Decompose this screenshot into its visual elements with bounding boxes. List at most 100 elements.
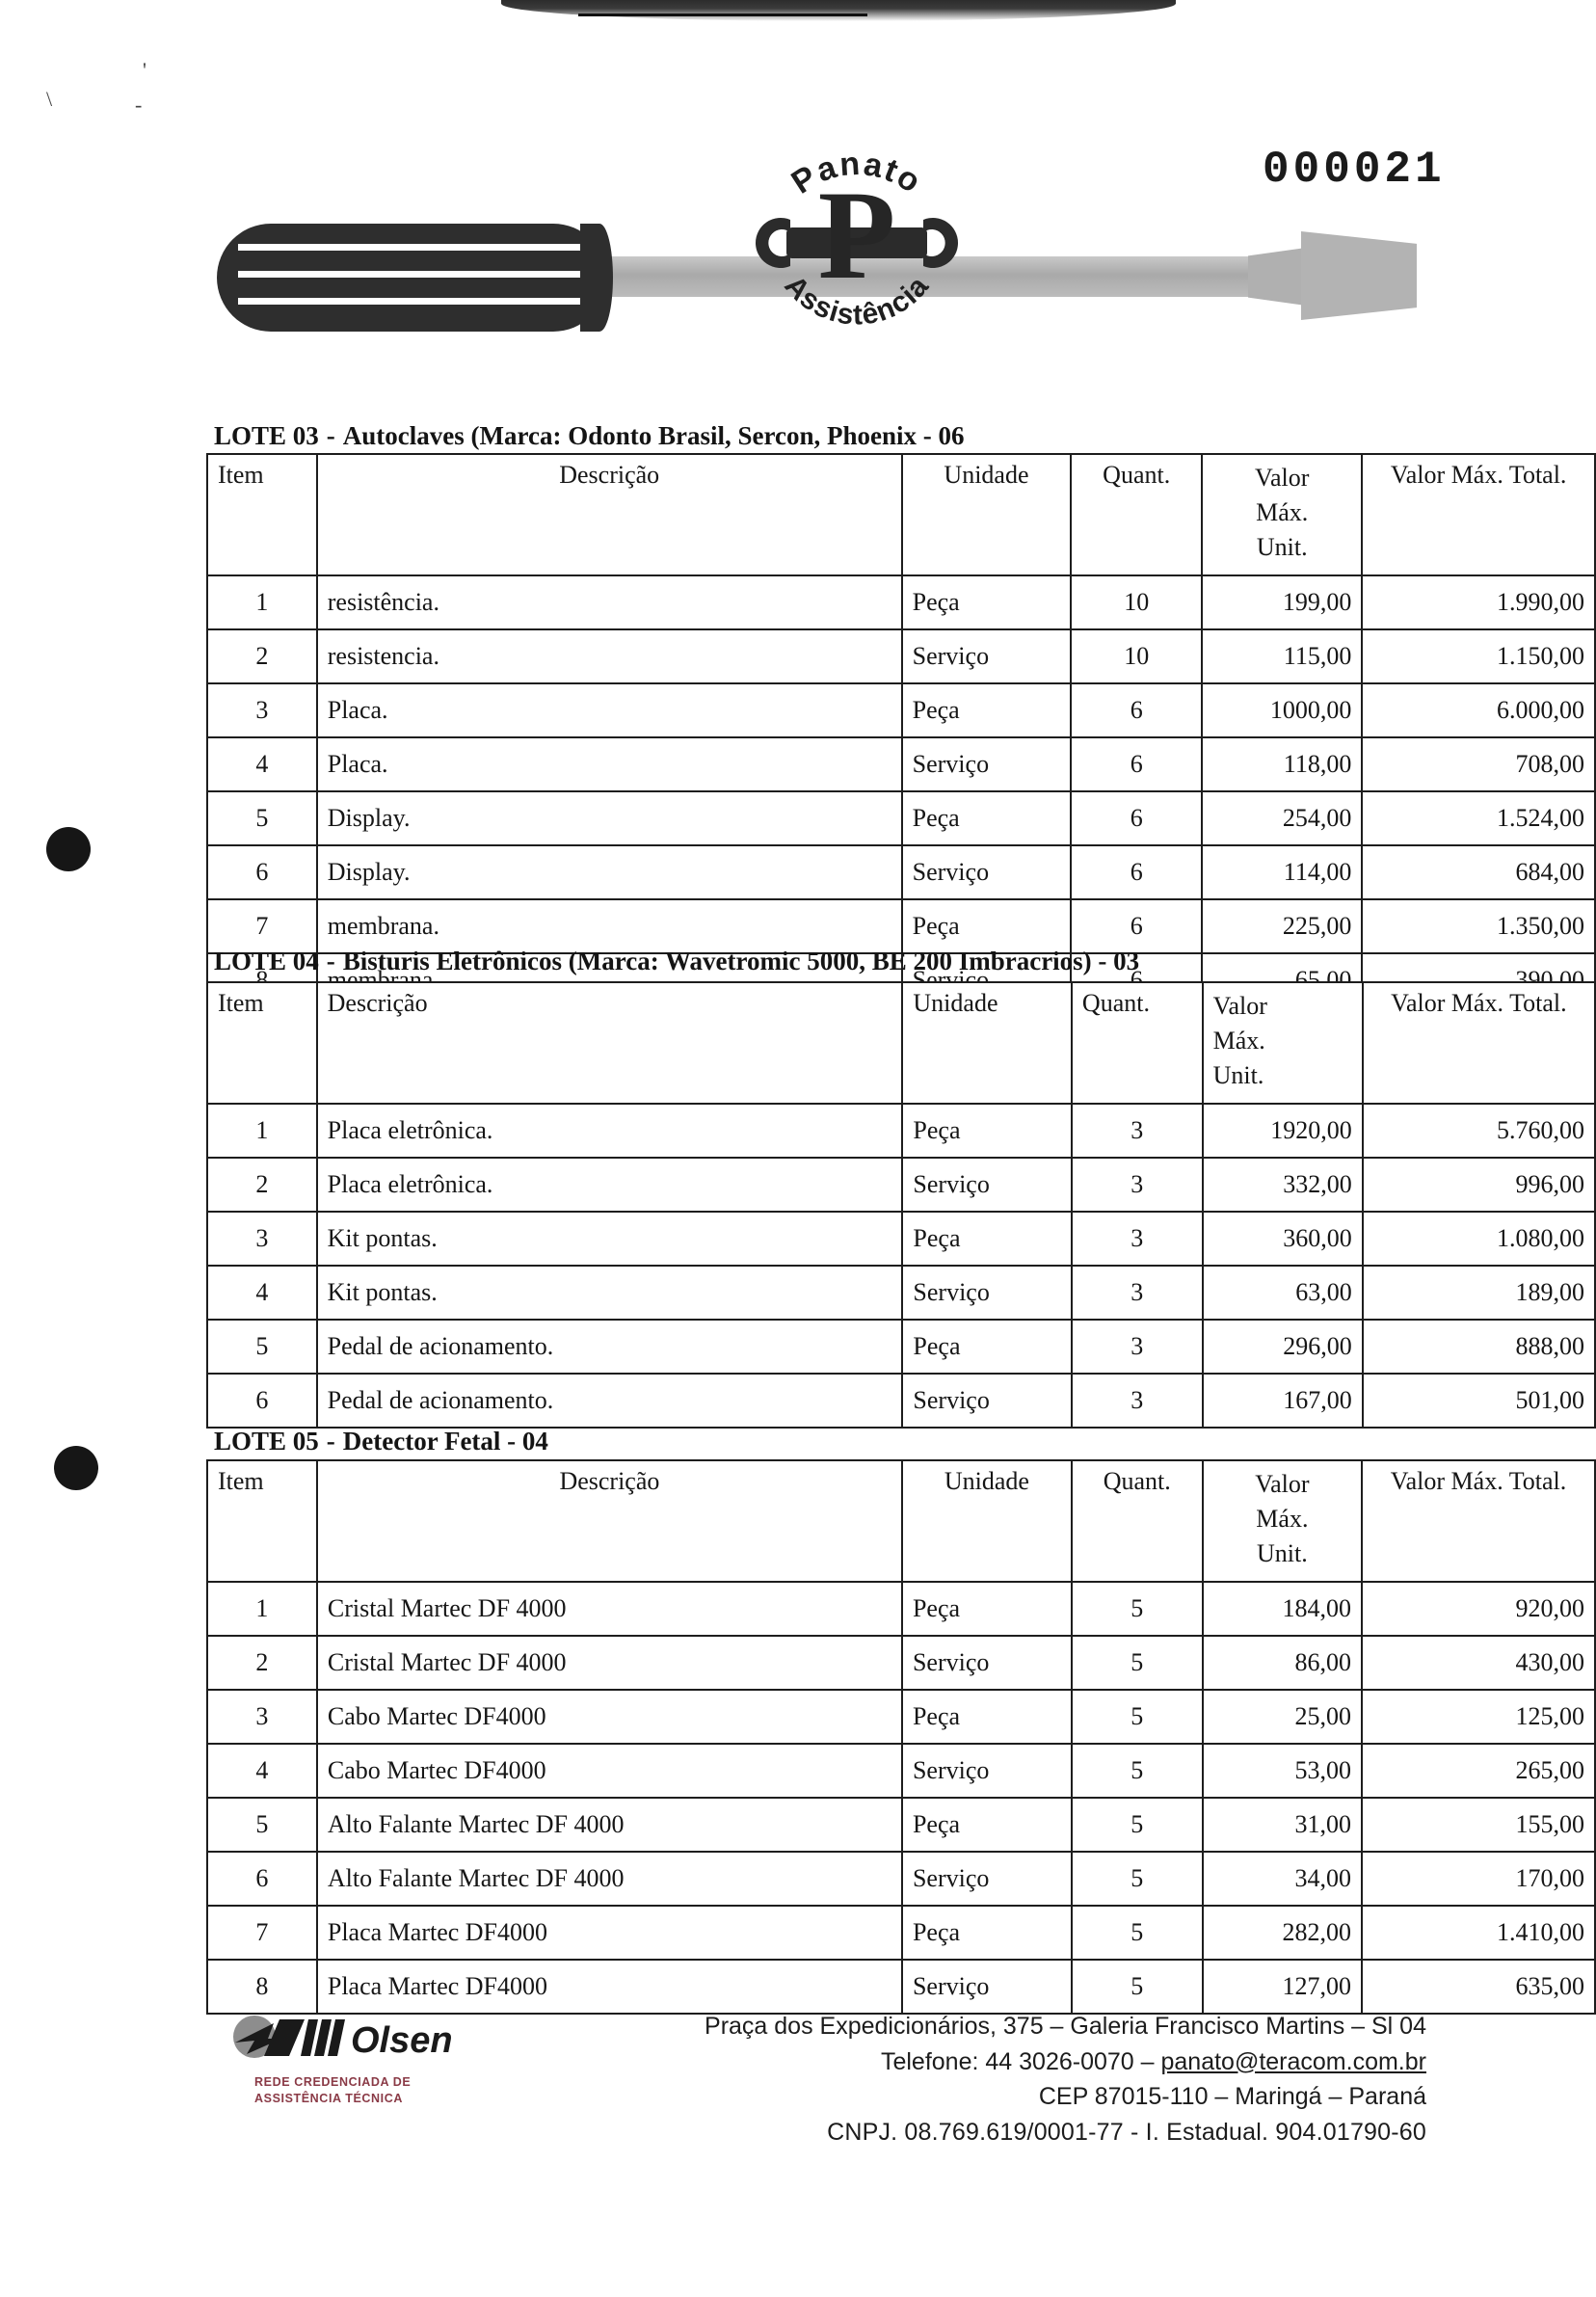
table-header: Item Descrição Unidade Quant. Valor Máx.…	[206, 453, 1596, 576]
cell-quant: 5	[1070, 1959, 1204, 2015]
cell-unidade: Serviço	[901, 1157, 1073, 1213]
table-row: 6 Display. Serviço 6 114,00 684,00	[206, 844, 1596, 900]
cell-valor-max-total: 1.350,00	[1361, 898, 1596, 954]
cell-valor-max-unit: 118,00	[1201, 736, 1364, 792]
cell-descricao: Cabo Martec DF4000	[315, 1689, 903, 1745]
col-header-item: Item	[206, 453, 318, 576]
cell-valor-max-unit: 332,00	[1201, 1157, 1364, 1213]
cell-item: 6	[206, 844, 318, 900]
pen-mark: -	[135, 93, 143, 117]
cell-valor-max-unit: 127,00	[1201, 1959, 1364, 2015]
max-line: Máx.	[1256, 497, 1309, 526]
cell-valor-max-total: 920,00	[1361, 1581, 1596, 1637]
cell-unidade: Serviço	[900, 628, 1073, 684]
col-header-unidade: Unidade	[900, 453, 1073, 576]
col-header-quant: Quant.	[1070, 453, 1204, 576]
cell-quant: 5	[1070, 1743, 1204, 1799]
cell-quant: 3	[1070, 1103, 1204, 1159]
cell-quant: 5	[1070, 1581, 1204, 1637]
cell-quant: 10	[1070, 628, 1204, 684]
phone-text: Telefone: 44 3026-0070 –	[880, 2047, 1161, 2075]
cell-valor-max-total: 888,00	[1361, 1319, 1596, 1375]
header-row: Item Descrição Unidade Quant. Valor Máx.…	[206, 453, 1596, 576]
cell-descricao: Placa.	[315, 682, 903, 738]
unit-line: Unit.	[1256, 532, 1308, 561]
cell-item: 4	[206, 1743, 318, 1799]
cell-descricao: Display.	[315, 844, 903, 900]
cell-valor-max-total: 430,00	[1361, 1635, 1596, 1691]
cell-descricao: Alto Falante Martec DF 4000	[315, 1851, 903, 1907]
cell-valor-max-total: 6.000,00	[1361, 682, 1596, 738]
table-row: 8 Placa Martec DF4000 Serviço 5 127,00 635,00	[206, 1959, 1596, 2015]
cell-valor-max-unit: 1000,00	[1201, 682, 1364, 738]
col-header-unidade: Unidade	[900, 1459, 1073, 1583]
cell-valor-max-total: 635,00	[1361, 1959, 1596, 2015]
screwdriver-neck	[1248, 248, 1306, 306]
cell-unidade: Serviço	[900, 1635, 1073, 1691]
cell-descricao: Kit pontas.	[315, 1211, 904, 1267]
cell-quant: 3	[1070, 1211, 1204, 1267]
max-line: Máx.	[1256, 1504, 1309, 1533]
cell-quant: 6	[1070, 898, 1204, 954]
col-header-valor-max-unit: Valor Máx. Unit.	[1201, 981, 1364, 1105]
address-street: Praça dos Expedicionários, 375 – Galeria…	[705, 2013, 1426, 2040]
cell-quant: 5	[1070, 1797, 1204, 1853]
cell-descricao: Placa.	[315, 736, 903, 792]
cell-item: 5	[206, 790, 318, 846]
cell-unidade: Peça	[900, 1689, 1073, 1745]
cell-valor-max-unit: 296,00	[1201, 1319, 1364, 1375]
footer-address-block: Praça dos Expedicionários, 375 – Galeria…	[665, 2009, 1426, 2150]
cell-valor-max-total: 1.410,00	[1361, 1905, 1596, 1961]
punch-hole-mark	[46, 827, 91, 871]
screwdriver-graphic	[217, 214, 1417, 339]
cell-valor-max-total: 155,00	[1361, 1797, 1596, 1853]
table-row: 3 Kit pontas. Peça 3 360,00 1.080,00	[206, 1211, 1596, 1267]
cell-unidade: Serviço	[901, 1265, 1073, 1321]
table-row: 1 resistência. Peça 10 199,00 1.990,00	[206, 574, 1596, 630]
col-header-valor-max-unit: Valor Máx. Unit.	[1201, 1459, 1364, 1583]
table-row: 5 Alto Falante Martec DF 4000 Peça 5 31,00 15…	[206, 1797, 1596, 1853]
col-header-item: Item	[206, 1459, 318, 1583]
cell-item: 3	[206, 1211, 318, 1267]
address-cnpj-ie: CNPJ. 08.769.619/0001-77 - I. Estadual. …	[827, 2118, 1426, 2146]
lote-title-03: LOTE 03- Autoclaves (Marca: Odonto Brasil…	[214, 421, 965, 451]
email-link[interactable]: panato@teracom.com.br	[1160, 2047, 1426, 2075]
olsen-subtitle-line-2: ASSISTÊNCIA TÉCNICA	[254, 2091, 404, 2105]
valor-line: Valor	[1255, 464, 1310, 492]
olsen-wordmark: Olsen	[229, 2013, 490, 2063]
table-row: 4 Placa. Serviço 6 118,00 708,00	[206, 736, 1596, 792]
table-header: Item Descrição Unidade Quant. Valor Máx.…	[206, 981, 1596, 1105]
cell-descricao: Placa eletrônica.	[315, 1157, 904, 1213]
cell-unidade: Peça	[900, 790, 1073, 846]
col-header-descricao: Descrição	[315, 981, 904, 1105]
cell-valor-max-unit: 63,00	[1201, 1265, 1364, 1321]
cell-valor-max-unit: 199,00	[1201, 574, 1364, 630]
table-row: 3 Placa. Peça 6 1000,00 6.000,00	[206, 682, 1596, 738]
max-line: Máx.	[1212, 1026, 1265, 1055]
cell-quant: 3	[1070, 1157, 1204, 1213]
table-row: 1 Cristal Martec DF 4000 Peça 5 184,00 920,00	[206, 1581, 1596, 1637]
cell-unidade: Peça	[900, 898, 1073, 954]
lote-code: LOTE 03	[214, 421, 319, 450]
cell-unidade: Serviço	[900, 736, 1073, 792]
cell-valor-max-total: 189,00	[1361, 1265, 1596, 1321]
cell-descricao: Pedal de acionamento.	[315, 1319, 904, 1375]
address-phone-email: Telefone: 44 3026-0070 – panato@teracom.…	[665, 2044, 1426, 2080]
lote-dash: -	[326, 421, 335, 450]
pen-mark: '	[143, 58, 146, 82]
cell-unidade: Peça	[900, 682, 1073, 738]
cell-quant: 3	[1070, 1373, 1204, 1429]
cell-valor-max-total: 265,00	[1361, 1743, 1596, 1799]
cell-quant: 6	[1070, 682, 1204, 738]
cell-quant: 6	[1070, 790, 1204, 846]
svg-text:Olsen: Olsen	[351, 2020, 453, 2061]
table-row: 3 Cabo Martec DF4000 Peça 5 25,00 125,00	[206, 1689, 1596, 1745]
table-row: 5 Display. Peça 6 254,00 1.524,00	[206, 790, 1596, 846]
olsen-subtitle-line-1: REDE CREDENCIADA DE	[254, 2075, 412, 2089]
cell-unidade: Peça	[900, 1581, 1073, 1637]
cell-descricao: resistencia.	[315, 628, 903, 684]
col-header-quant: Quant.	[1070, 1459, 1204, 1583]
cell-unidade: Serviço	[900, 1743, 1073, 1799]
panato-logo: P Panato Assistência	[752, 133, 962, 349]
